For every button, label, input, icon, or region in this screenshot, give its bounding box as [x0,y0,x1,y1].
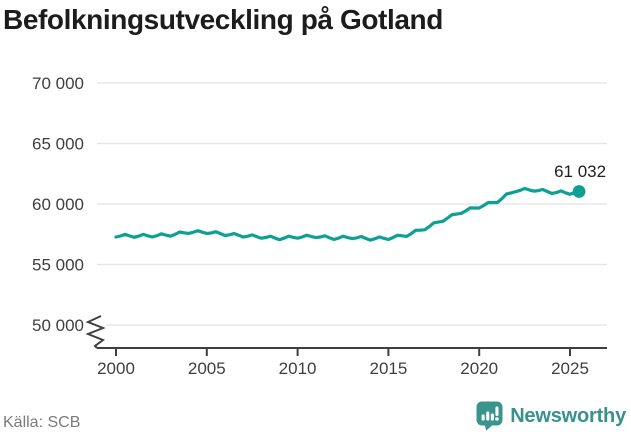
x-tick-label: 2010 [279,359,317,378]
y-tick-label: 50 000 [32,316,84,335]
latest-value-label: 61 032 [554,162,606,181]
y-tick-label: 70 000 [32,74,84,93]
y-tick-label: 65 000 [32,135,84,154]
bar-chart-speech-bubble-icon [476,401,503,431]
latest-point-marker [572,185,586,198]
y-tick-label: 60 000 [32,195,84,214]
newsworthy-logo: Newsworthy [476,401,626,431]
chart-title: Befolkningsutveckling på Gotland [3,4,443,35]
y-tick-label: 55 000 [32,256,84,275]
x-tick-label: 2015 [369,359,407,378]
x-tick-label: 2000 [97,359,135,378]
y-axis-break-icon [85,315,106,349]
x-tick-label: 2025 [551,359,589,378]
x-tick-label: 2020 [460,359,498,378]
brand-name: Newsworthy [510,404,626,427]
source-label: Källa: SCB [3,414,81,431]
x-tick-label: 2005 [188,359,226,378]
population-series-line [114,186,581,242]
